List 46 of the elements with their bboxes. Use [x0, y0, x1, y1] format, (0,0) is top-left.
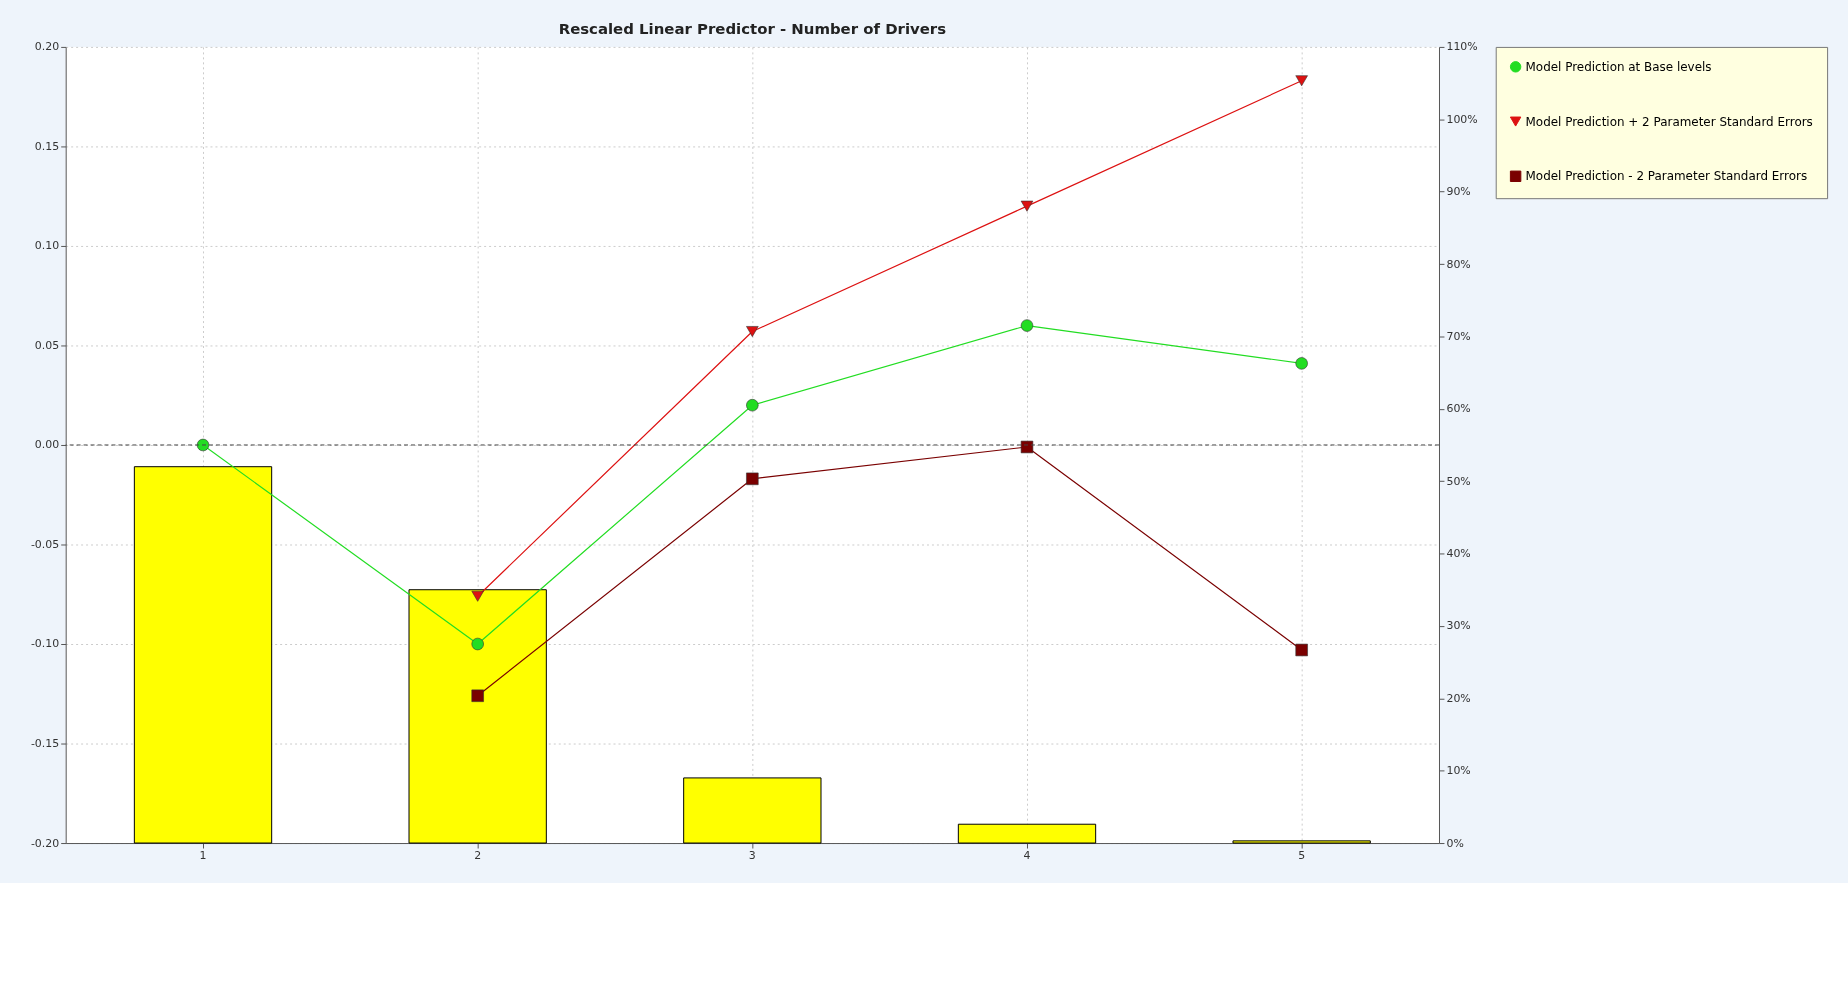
x-tick-label: 1	[199, 849, 207, 863]
chart-title: Rescaled Linear Predictor - Number of Drivers	[558, 19, 947, 38]
y2-tick-label: 100%	[1446, 112, 1478, 126]
y2-tick-label: 30%	[1446, 619, 1471, 633]
point	[1295, 357, 1308, 370]
y2-tick-label: 70%	[1446, 329, 1471, 343]
y-tick-label: -0.15	[30, 737, 60, 751]
point	[746, 326, 759, 337]
bar	[408, 589, 547, 844]
point	[471, 637, 484, 651]
point	[746, 399, 759, 412]
x-tick-label: 5	[1298, 849, 1306, 863]
x-tick-label: 4	[1023, 849, 1031, 863]
y2-tick-label: 20%	[1446, 691, 1471, 705]
y2-tick-label: 0%	[1446, 836, 1464, 850]
y-tick-label: 0.10	[34, 239, 60, 253]
y-tick-label: -0.20	[30, 836, 60, 850]
y-tick-label: -0.10	[30, 637, 60, 651]
y2-tick-label: 10%	[1446, 764, 1471, 778]
point	[471, 590, 484, 602]
y-tick-label: 0.05	[34, 338, 60, 352]
bar	[1232, 840, 1371, 844]
y2-tick-label: 50%	[1446, 474, 1471, 488]
point	[471, 689, 484, 702]
y2-tick-label: 60%	[1446, 402, 1471, 416]
point	[1020, 319, 1034, 332]
point	[1295, 75, 1308, 87]
y-tick-label: 0.20	[34, 40, 60, 54]
legend-label: Model Prediction + 2 Parameter Standard Errors	[1525, 114, 1813, 129]
bar	[957, 823, 1097, 844]
y2-tick-label: 110%	[1446, 40, 1478, 54]
legend-label: Model Prediction at Base levels	[1525, 59, 1712, 74]
y-tick-label: -0.05	[30, 537, 60, 551]
y2-tick-label: 40%	[1446, 547, 1471, 561]
point	[746, 472, 759, 486]
y2-tick-label: 90%	[1446, 185, 1471, 199]
point	[1295, 643, 1308, 657]
y-tick-label: 0.15	[34, 139, 60, 153]
y2-tick-label: 80%	[1446, 257, 1471, 271]
legend-label: Model Prediction - 2 Parameter Standard Errors	[1525, 169, 1808, 184]
bar	[133, 466, 273, 844]
point	[1020, 200, 1034, 212]
x-tick-label: 3	[748, 849, 756, 863]
y-tick-label: 0.00	[34, 438, 60, 452]
x-tick-label: 2	[474, 849, 482, 863]
bar	[683, 777, 822, 844]
